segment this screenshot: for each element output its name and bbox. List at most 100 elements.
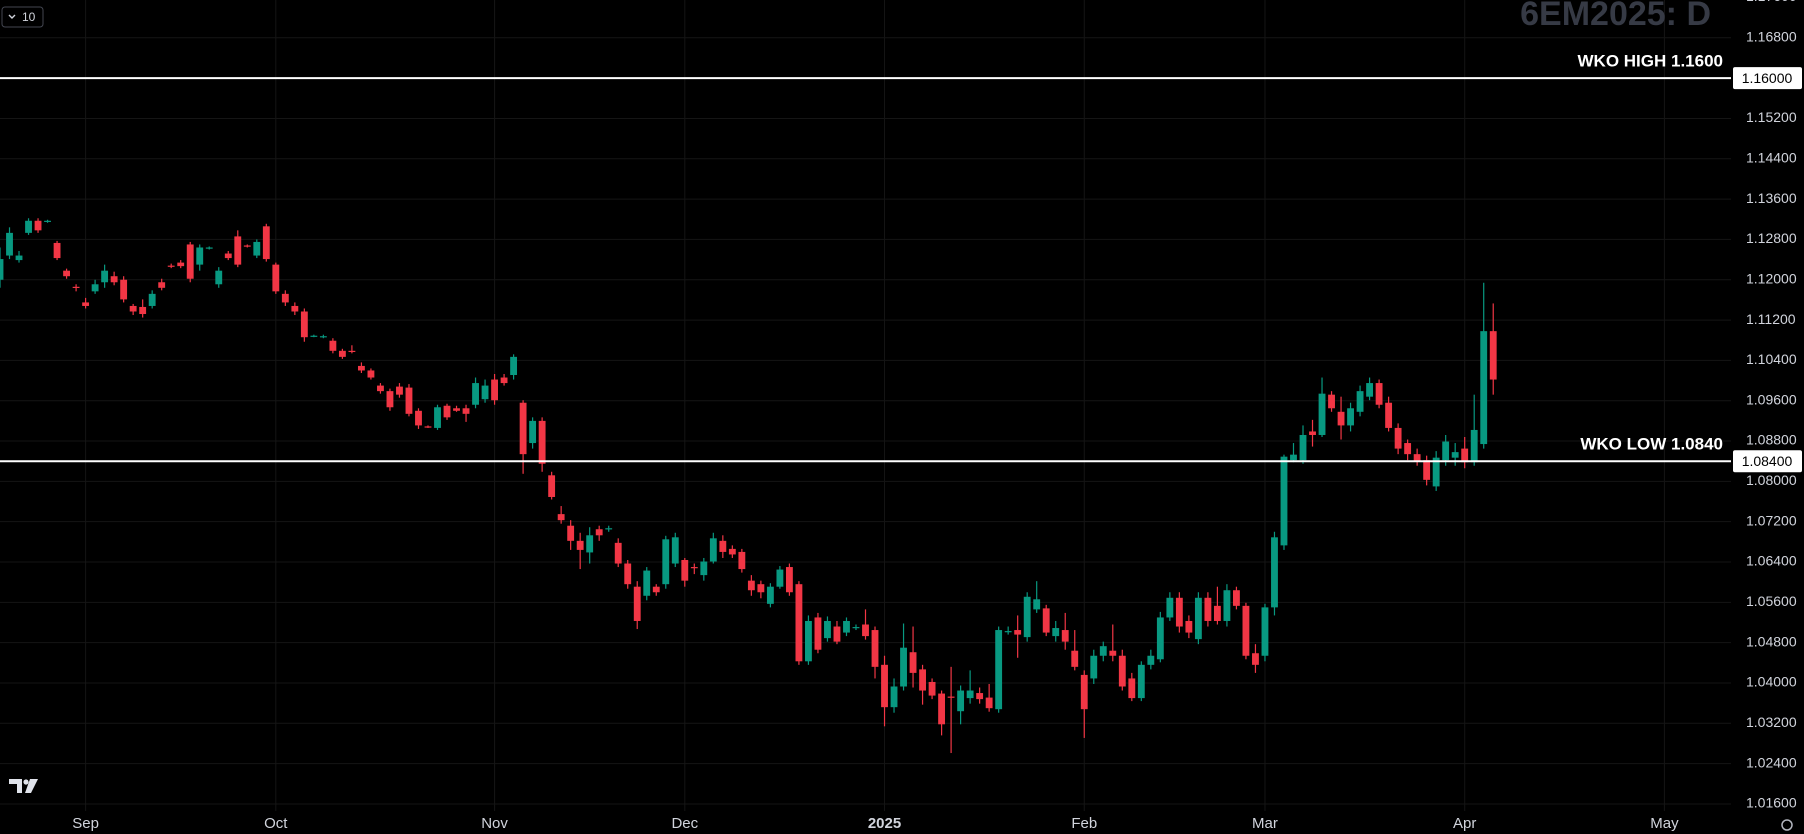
watermark-title: 6EM2025: D [1520,0,1711,33]
candle-body [662,539,670,585]
candle-body [1337,411,1345,426]
x-tick-label: Feb [1071,815,1097,832]
candle-body [928,681,936,696]
y-tick-label: 1.04000 [1746,674,1797,690]
candle-body [586,535,594,553]
candle-body [652,586,660,593]
candle-body [205,247,213,249]
candle-body [44,220,51,222]
x-tick-label: Oct [264,815,288,832]
logo-part [25,779,38,793]
candle-body [1166,597,1174,618]
candle-body [34,220,42,231]
candle-body [966,690,974,699]
level-price-label: 1.08400 [1742,453,1793,469]
candle-body [576,540,584,550]
candle-body [367,370,375,378]
candle-body [595,529,603,536]
logo [9,779,38,793]
candle-body [538,420,546,464]
candle-body [871,630,879,667]
x-tick-label: Apr [1453,815,1476,832]
candle-body [357,365,365,371]
candle-body [15,255,23,261]
candle-body [491,379,498,401]
candle-body [1470,429,1478,463]
candle-body [1252,653,1259,665]
candle-body [1071,650,1079,667]
candle-body [329,340,337,351]
candle-body [852,627,860,629]
candle-body [1366,383,1374,397]
candle-body [947,696,955,698]
candle-body [814,617,822,650]
x-tick-label: Sep [72,815,99,832]
level-price-box [1733,67,1802,90]
candle-body [643,570,651,596]
candle-body [453,408,460,411]
x-tick-label: May [1650,815,1679,832]
candle-body [139,306,147,315]
y-tick-label: 1.05600 [1746,593,1797,609]
candle-body [1385,402,1393,428]
candle-body [1318,393,1326,435]
level-price-box [1733,450,1802,473]
candle-body [25,220,32,233]
candle-body [890,686,898,708]
candle-body [1023,596,1031,638]
candle-body [1394,427,1402,449]
candle-body [1423,460,1431,480]
candle-body [757,584,765,593]
settings-icon[interactable] [1781,819,1793,831]
badge-box[interactable] [1,6,44,28]
y-tick-label: 1.01600 [1746,795,1797,811]
candle-body [424,426,432,428]
candle-body [824,620,831,639]
candle-body [272,264,280,292]
candle-body [1014,630,1022,635]
candle-body [243,245,251,247]
y-tick-label: 1.15200 [1746,109,1797,125]
candle-body [1128,678,1136,699]
candle-body [519,402,527,455]
candle-body [1033,599,1041,610]
candle-body [1061,630,1069,642]
candle-body [481,385,489,400]
candle-body [510,356,518,376]
y-tick-label: 1.02400 [1746,754,1797,770]
candle-body [215,270,223,285]
candle-body [567,525,575,541]
interval-badge[interactable]: 10 [1,6,44,28]
candle-body [1413,454,1421,462]
candle-body [0,259,4,280]
candle-body [1213,605,1221,621]
candle-body [1185,620,1193,633]
candle-body [690,567,698,569]
candle-body [386,391,394,408]
candle-body [1052,628,1060,637]
candle-body [177,262,185,267]
candle-body [319,336,327,338]
logo-part [23,779,29,785]
candle-body [995,630,1003,710]
candle-body [1432,457,1440,487]
candle-body [300,311,308,338]
y-tick-label: 1.10400 [1746,351,1797,367]
candle-body [415,410,422,426]
candle-body [900,647,907,687]
candle-body [224,253,232,259]
candle-body [1461,448,1469,463]
candle-body [805,620,812,662]
candle-body [719,540,727,552]
y-tick-label: 1.12800 [1746,230,1797,246]
candle-body [1147,655,1155,665]
candle-body [1347,408,1354,426]
candle-body [1280,456,1288,546]
x-tick-label: 2025 [868,815,901,832]
candle-body [1489,331,1497,380]
candle-body [700,561,708,576]
x-tick-label: Dec [671,815,698,832]
candle-body [776,569,784,587]
settings-gear[interactable] [1781,819,1793,831]
